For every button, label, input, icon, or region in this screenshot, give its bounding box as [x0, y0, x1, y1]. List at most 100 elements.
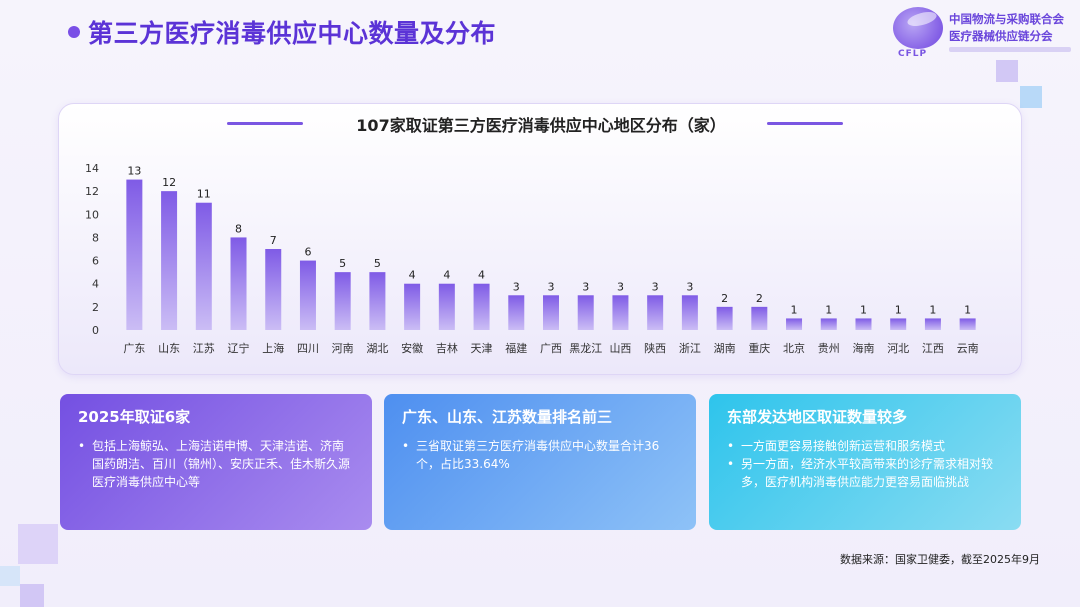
page-title-group: 第三方医疗消毒供应中心数量及分布	[68, 14, 496, 50]
card-item: 另一方面，经济水平较高带来的诊疗需求相对较多，医疗机构消毒供应能力更容易面临挑战	[727, 455, 1003, 491]
x-tick-label: 陕西	[644, 341, 666, 355]
decor-square	[0, 566, 20, 586]
card-item: 三省取证第三方医疗消毒供应中心数量合计36个，占比33.64%	[402, 437, 678, 473]
x-tick-label: 海南	[852, 341, 874, 355]
bar	[855, 318, 872, 330]
bar-value-label: 6	[304, 246, 311, 259]
decor-square	[20, 584, 44, 607]
y-tick-label: 8	[92, 231, 99, 244]
bar	[161, 191, 178, 330]
bar	[890, 318, 907, 330]
chart-title-line-right	[767, 122, 843, 125]
bar-value-label: 3	[617, 280, 624, 293]
info-card-2025: 2025年取证6家 包括上海鲸弘、上海洁诺申博、天津洁诺、济南国药朗洁、百川（锦…	[60, 394, 372, 530]
x-tick-label: 山西	[609, 342, 631, 355]
chart-title: 107家取证第三方医疗消毒供应中心地区分布（家）	[356, 116, 726, 135]
y-tick-label: 6	[92, 255, 99, 268]
bar-value-label: 3	[548, 280, 555, 293]
bar-value-label: 1	[825, 303, 832, 316]
logo-globe-icon	[893, 7, 943, 49]
chart-title-line-left	[227, 122, 303, 125]
bar-value-label: 1	[791, 303, 798, 316]
bar-value-label: 3	[652, 280, 659, 293]
bar	[334, 272, 351, 330]
x-tick-label: 安徽	[401, 341, 423, 355]
bar-value-label: 3	[582, 280, 589, 293]
bar	[612, 295, 629, 330]
bar-value-label: 4	[443, 269, 450, 282]
bar	[577, 295, 594, 330]
logo-branch-name: 医疗器械供应链分会	[949, 29, 1053, 43]
x-tick-label: 湖北	[366, 342, 388, 355]
bar	[786, 318, 803, 330]
x-tick-label: 四川	[297, 342, 319, 355]
decor-square	[18, 524, 58, 564]
page-title: 第三方医疗消毒供应中心数量及分布	[88, 19, 497, 48]
x-tick-label: 贵州	[818, 342, 840, 355]
bar-value-label: 1	[929, 303, 936, 316]
bar	[716, 306, 733, 330]
x-tick-label: 黑龙江	[569, 342, 602, 355]
x-tick-label: 湖南	[714, 342, 736, 355]
x-tick-label: 北京	[783, 341, 805, 355]
chart-panel: 107家取证第三方医疗消毒供应中心地区分布（家） 0 2 4 6 8 10 12 14 13 1…	[58, 103, 1022, 375]
bar-value-label: 1	[895, 303, 902, 316]
bar	[126, 179, 143, 330]
bar	[820, 318, 837, 330]
bar-value-label: 1	[964, 303, 971, 316]
card-list: 三省取证第三方医疗消毒供应中心数量合计36个，占比33.64%	[402, 437, 678, 473]
card-list: 一方面更容易接触创新运营和服务模式 另一方面，经济水平较高带来的诊疗需求相对较多…	[727, 437, 1003, 491]
x-tick-label: 广东	[123, 342, 145, 355]
decor-square	[1020, 86, 1042, 108]
bar	[508, 295, 525, 330]
y-tick-label: 0	[92, 324, 99, 337]
bar-value-label: 2	[721, 292, 728, 305]
card-title: 广东、山东、江苏数量排名前三	[402, 408, 613, 426]
data-source: 数据来源：国家卫健委，截至2025年9月	[840, 553, 1040, 566]
bar	[438, 283, 455, 330]
bar	[195, 202, 212, 330]
x-tick-label: 福建	[505, 341, 527, 355]
bar	[299, 260, 316, 330]
bar-value-label: 2	[756, 292, 763, 305]
bar-value-label: 3	[686, 280, 693, 293]
title-bullet-icon	[68, 26, 80, 38]
bar-value-label: 12	[162, 176, 176, 189]
x-tick-label: 河南	[332, 342, 354, 355]
decor-square	[996, 60, 1018, 82]
x-tick-label: 吉林	[436, 341, 458, 355]
y-tick-label: 4	[92, 278, 99, 291]
bar	[647, 295, 664, 330]
bar-value-label: 5	[339, 257, 346, 270]
bar	[681, 295, 698, 330]
info-card-top3: 广东、山东、江苏数量排名前三 三省取证第三方医疗消毒供应中心数量合计36个，占比…	[384, 394, 696, 530]
bar-value-label: 13	[127, 165, 141, 178]
bar-value-label: 4	[409, 269, 416, 282]
y-tick-label: 10	[85, 208, 99, 221]
x-tick-label: 江西	[922, 342, 944, 355]
logo-abbr: CFLP	[898, 49, 928, 59]
x-tick-label: 浙江	[679, 342, 701, 355]
x-tick-label: 辽宁	[228, 341, 250, 355]
x-tick-label: 江苏	[193, 342, 215, 355]
x-tick-label: 云南	[957, 342, 979, 355]
bar	[230, 237, 247, 330]
bar-value-label: 4	[478, 269, 485, 282]
x-tick-label: 河北	[887, 342, 909, 355]
x-tick-label: 广西	[540, 342, 562, 355]
logo-org-name: 中国物流与采购联合会	[949, 12, 1064, 26]
x-tick-label: 天津	[471, 342, 493, 355]
card-item: 包括上海鲸弘、上海洁诺申博、天津洁诺、济南国药朗洁、百川（锦州）、安庆正禾、佳木…	[78, 437, 354, 491]
x-tick-label: 重庆	[748, 341, 770, 355]
x-tick-label: 上海	[262, 341, 284, 355]
card-item: 一方面更容易接触创新运营和服务模式	[727, 437, 1003, 455]
y-tick-label: 14	[85, 162, 99, 175]
bar-value-label: 11	[197, 188, 211, 201]
bar-value-label: 1	[860, 303, 867, 316]
card-title: 2025年取证6家	[78, 408, 191, 426]
logo-bar	[949, 47, 1071, 52]
y-tick-label: 12	[85, 185, 99, 198]
x-tick-label: 山东	[158, 342, 180, 355]
